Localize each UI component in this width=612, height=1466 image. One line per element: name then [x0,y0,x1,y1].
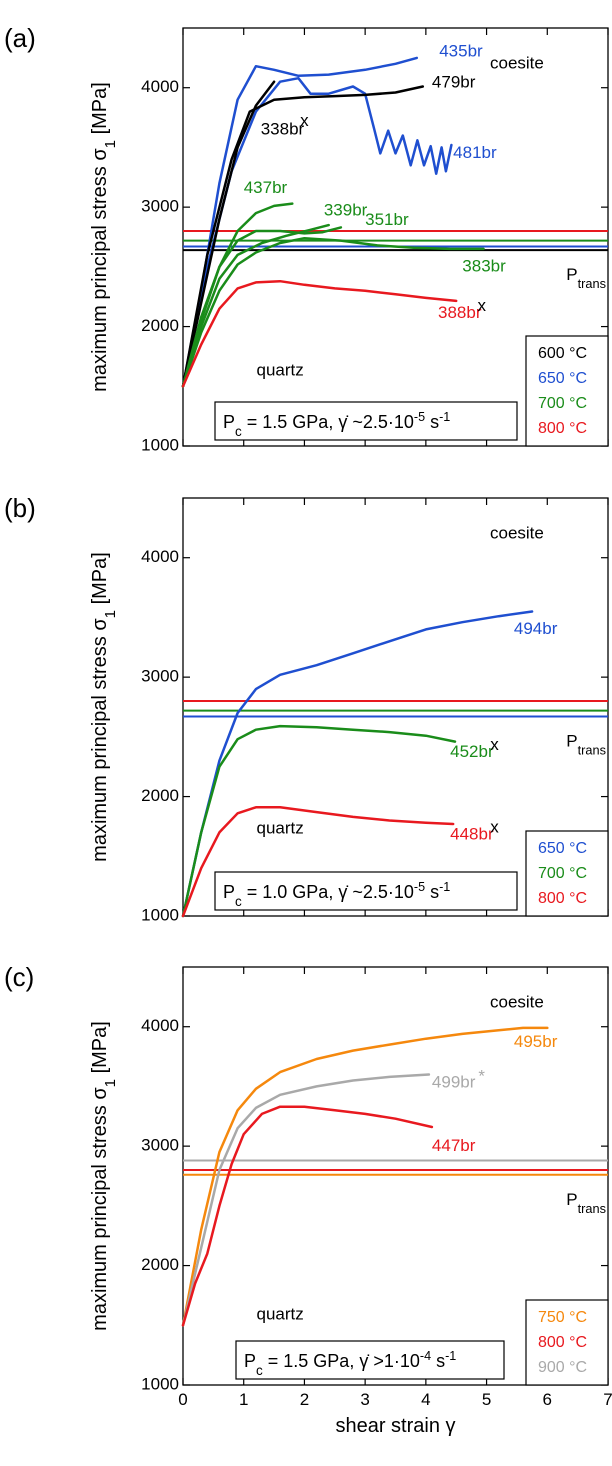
series-line [181,56,419,388]
series-line [181,226,343,388]
y-tick-label: 1000 [141,905,179,924]
y-tick-label: 4000 [141,547,179,566]
x-tick-label: 7 [603,1390,612,1409]
legend-entry: 600 °C [538,345,587,362]
y-tick-label: 3000 [141,667,179,686]
panel-1: (b) 1000 2000 3000 4000 maximum principal str… [4,493,609,924]
plot-frame [182,27,609,447]
x-tick-label: 0 [178,1390,187,1409]
x-tick-label: 5 [482,1390,491,1409]
y-tick-label: 4000 [141,1016,179,1035]
ptrans-label: Ptrans [566,265,606,291]
legend-entry: 900 °C [538,1359,587,1376]
series-label: 499br [432,1073,476,1092]
series-marker: x [477,296,486,315]
legend-box [525,335,609,447]
series-line [181,236,485,388]
series-label: 383br [462,257,506,276]
conditions-label: Pc = 1.5 GPa, γ̇ >1·10-4 s-1 [244,1349,456,1378]
legend-entry: 700 °C [538,395,587,412]
y-tick-label: 2000 [141,786,179,805]
panel-label: (b) [4,493,36,523]
series-line [181,806,455,918]
series-label: 339br [324,201,368,220]
legend-entry: 650 °C [538,370,587,387]
panel-2: (c) 1000 2000 3000 4000 0 1 2 3 4 5 6 7 maximum princ… [4,962,612,1437]
y-tick-label: 2000 [141,316,179,335]
panel-label: (a) [4,23,36,53]
series-marker: * [478,1067,485,1086]
x-tick-label: 4 [421,1390,430,1409]
y-tick-label: 3000 [141,197,179,216]
panel-0: (a) 1000 2000 3000 4000 maximum principal str… [4,23,609,454]
x-axis-label: shear strain γ [335,1415,455,1437]
y-axis-label: maximum principal stress σ1 [MPa] [89,1021,119,1331]
series-label: 351br [365,210,409,229]
conditions-box [214,401,518,441]
legend-box [525,830,609,917]
x-tick-label: 1 [239,1390,248,1409]
y-tick-label: 4000 [141,77,179,96]
series-label: 338br [261,119,305,138]
series-label: 479br [432,73,476,92]
series-line [181,80,276,388]
region-label: quartz [257,819,304,838]
region-label: coesite [490,54,544,73]
ptrans-label: Ptrans [566,1190,606,1216]
y-axis-label: maximum principal stress σ1 [MPa] [89,552,119,862]
y-tick-label: 1000 [141,1374,179,1393]
ptrans-label: Ptrans [566,732,606,758]
series-line [181,1105,434,1327]
legend-entry: 750 °C [538,1309,587,1326]
region-label: coesite [490,993,544,1012]
series-line [181,223,330,388]
y-tick-label: 1000 [141,435,179,454]
region-label: coesite [490,524,544,543]
series-line [181,76,453,388]
series-marker: x [300,111,309,130]
series-line [181,1073,431,1327]
x-tick-label: 3 [360,1390,369,1409]
series-label: 388br [438,303,482,322]
series-label: 452br [450,742,494,761]
conditions-label: Pc = 1.0 GPa, γ̇ ~2.5·10-5 s-1 [223,880,450,909]
series-marker: x [490,735,499,754]
legend-entry: 800 °C [538,1334,587,1351]
series-line [181,85,425,388]
panel-label: (c) [4,962,34,992]
series-line [181,724,457,918]
y-tick-label: 3000 [141,1136,179,1155]
region-label: quartz [257,1304,304,1323]
series-line [181,279,458,388]
series-label: 447br [432,1136,476,1155]
series-line [181,610,534,918]
legend-box [525,1299,609,1386]
y-axis-label: maximum principal stress σ1 [MPa] [89,82,119,392]
conditions-box [235,1340,505,1380]
legend-entry: 800 °C [538,420,587,437]
plot-frame [182,966,609,1386]
series-label: 435br [439,42,483,61]
series-label: 481br [453,143,497,162]
legend-entry: 650 °C [538,840,587,857]
legend-entry: 700 °C [538,865,587,882]
x-tick-label: 6 [543,1390,552,1409]
plot-frame [182,497,609,917]
series-label: 437br [244,178,288,197]
series-label: 494br [514,619,558,638]
x-tick-label: 2 [300,1390,309,1409]
conditions-box [214,871,518,911]
legend-entry: 800 °C [538,890,587,907]
series-label: 448br [450,825,494,844]
region-label: quartz [257,361,304,380]
series-marker: x [490,817,499,836]
conditions-label: Pc = 1.5 GPa, γ̇ ~2.5·10-5 s-1 [223,410,450,439]
series-label: 495br [514,1032,558,1051]
series-line [181,1026,549,1327]
y-tick-label: 2000 [141,1255,179,1274]
